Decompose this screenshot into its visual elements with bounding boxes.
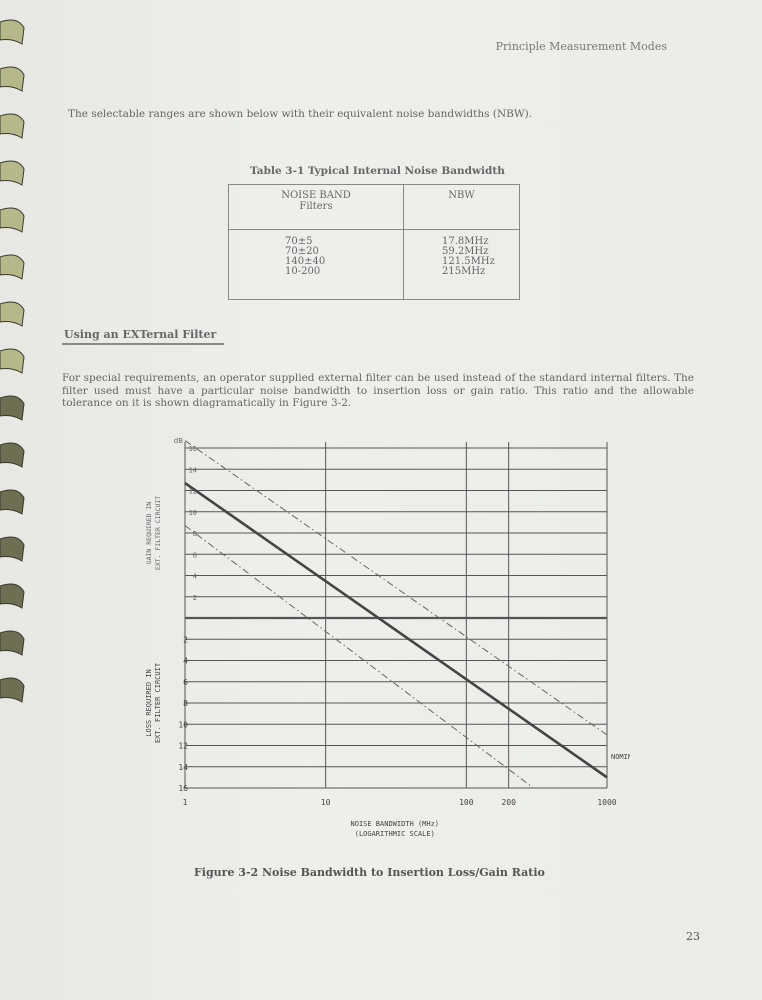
running-header: Principle Measurement Modes: [495, 40, 667, 53]
binding-ring: [0, 677, 25, 703]
loss-tick-label: 16: [178, 784, 188, 793]
x-axis-label-line2: (LOGARITHMIC SCALE): [355, 830, 435, 838]
nbw-cell: 17.8MHz 59.2MHz 121.5MHz 215MHz: [403, 229, 520, 300]
loss-tick-label: 2: [183, 635, 188, 644]
y-unit-label: dB: [174, 437, 183, 445]
filter-value: 10-200: [285, 266, 321, 277]
x-tick-label: 100: [459, 798, 474, 807]
binding-ring: [0, 301, 25, 327]
binding-ring: [0, 442, 25, 468]
binding-ring: [0, 395, 25, 421]
figure-caption: Figure 3-2 Noise Bandwidth to Insertion …: [194, 866, 545, 879]
page-number: 23: [686, 930, 700, 943]
spiral-binding: [0, 19, 25, 703]
nbw-value: 17.8MHz: [442, 236, 489, 247]
gain-tick-label: 12: [189, 488, 197, 496]
filter-value: 70±20: [285, 246, 319, 257]
loss-axis-label-line1: LOSS REQUIRED IN: [145, 669, 153, 736]
loss-tick-label: 4: [183, 657, 188, 666]
loss-tick-label: 6: [183, 678, 188, 687]
noise-bandwidth-table: NOISE BAND Filters NBW 70±5 70±20 140±40…: [228, 184, 520, 300]
filters-cell: 70±5 70±20 140±40 10-200: [228, 229, 404, 300]
binding-ring: [0, 66, 25, 92]
loss-tick-label: 10: [178, 720, 188, 729]
gain-tick-label: 6: [193, 551, 197, 559]
x-tick-label: 10: [321, 798, 331, 807]
gain-tick-label: 16: [189, 445, 197, 453]
section-heading: Using an EXTernal Filter: [64, 328, 217, 341]
binding-ring: [0, 19, 25, 45]
binding-ring: [0, 160, 25, 186]
nominal-annotation: NOMINAL: [611, 753, 630, 761]
x-axis-label-line1: NOISE BANDWIDTH (MHz): [351, 820, 440, 828]
binding-ring: [0, 583, 25, 609]
tolerance-line: [184, 525, 534, 789]
nominal-line: [184, 481, 608, 779]
filters-header-line2: Filters: [299, 201, 333, 212]
tolerance-line: [184, 440, 608, 736]
filter-value: 140±40: [285, 256, 326, 267]
binding-ring: [0, 536, 25, 562]
table-header-filters: NOISE BAND Filters: [228, 184, 404, 230]
loss-tick-label: 12: [178, 742, 188, 751]
section-heading-underline: [62, 343, 224, 345]
intro-text: The selectable ranges are shown below wi…: [68, 108, 533, 120]
loss-tick-label: 8: [183, 699, 188, 708]
x-tick-label: 1: [183, 798, 188, 807]
nbw-value: 59.2MHz: [442, 246, 489, 257]
gain-tick-label: 14: [189, 466, 197, 474]
binding-ring: [0, 630, 25, 656]
body-paragraph: For special requirements, an operator su…: [62, 372, 694, 409]
filters-header-line1: NOISE BAND: [281, 190, 351, 201]
binding-ring: [0, 489, 25, 515]
gain-tick-label: 10: [189, 509, 197, 517]
x-tick-label: 1000: [597, 798, 616, 807]
table-caption: Table 3-1 Typical Internal Noise Bandwid…: [250, 165, 505, 177]
loss-axis-label-line2: EXT. FILTER CIRCUIT: [154, 662, 162, 743]
binding-ring: [0, 348, 25, 374]
nbw-value: 121.5MHz: [442, 256, 495, 267]
gain-axis-label-line1: GAIN REQUIRED IN: [145, 502, 153, 565]
x-tick-label: 200: [501, 798, 516, 807]
gain-tick-label: 4: [193, 573, 197, 581]
nbw-value: 215MHz: [442, 266, 486, 277]
binding-ring: [0, 113, 25, 139]
table-header-nbw: NBW: [403, 184, 520, 230]
noise-bandwidth-chart: 16 14 12 10 8 6 4 2 2 4 6 8 10 12 14 16 dB 1 10 100 200 1000 N…: [145, 437, 630, 838]
gain-axis-label-line2: EXT. FILTER CIRCUIT: [154, 496, 162, 570]
binding-ring: [0, 207, 25, 233]
binding-ring: [0, 254, 25, 280]
gain-tick-label: 8: [193, 530, 197, 538]
gain-tick-label: 2: [193, 594, 197, 602]
filter-value: 70±5: [285, 236, 313, 247]
loss-tick-label: 14: [178, 763, 188, 772]
